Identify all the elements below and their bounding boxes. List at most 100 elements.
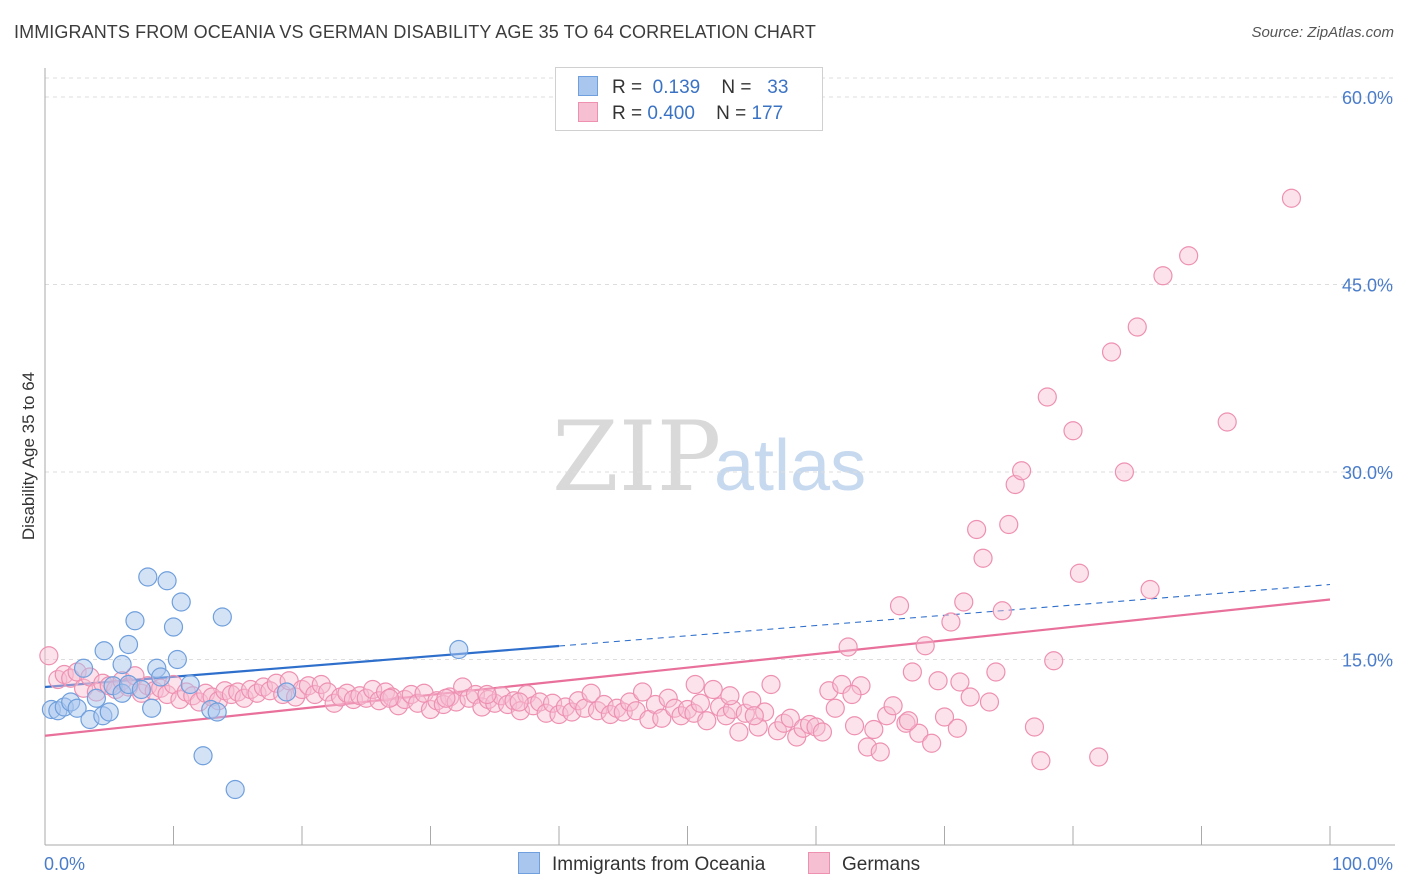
data-point-oceania [94,641,114,661]
data-point-oceania [449,639,469,660]
data-point-germans [934,707,955,727]
data-point-germans [883,696,903,716]
legend-r-label: R = [612,103,643,124]
bottom-legend-swatch-germans [808,852,830,874]
data-point-germans [562,702,582,722]
data-point-germans [1037,387,1057,407]
bottom-legend-label-germans: Germans [842,854,921,875]
data-point-germans [941,612,961,632]
trend-line-germans [44,598,1331,737]
data-point-germans [780,708,800,728]
data-point-oceania [157,571,177,591]
data-point-germans [1127,317,1147,337]
legend-r-value: 0.139 [652,77,701,98]
data-point-oceania [118,634,139,655]
data-point-germans [1031,751,1051,771]
data-point-germans [999,514,1019,535]
legend-r-label: R = [612,77,643,98]
data-point-germans [842,684,862,705]
data-point-oceania [99,702,119,722]
data-point-germans [1089,747,1109,767]
data-point-germans [685,674,705,695]
bottom-legend-swatch-oceania [518,852,540,874]
data-point-oceania [73,658,94,678]
legend: R = 0.139 N = 33 R = 0.400 N = 177 [555,67,823,131]
data-point-oceania [67,698,87,718]
x-tick-label: 0.0% [44,854,85,874]
data-point-germans [1179,246,1199,266]
data-point-germans [1011,461,1032,481]
data-point-germans [318,682,338,702]
data-point-germans [703,679,723,700]
data-point-germans [477,684,497,705]
data-point-oceania [193,746,213,766]
data-point-germans [979,692,1000,712]
data-point-germans [767,721,788,741]
watermark-atlas: atlas [714,426,866,506]
data-point-germans [729,722,749,742]
data-point-germans [967,519,987,540]
legend-n-label: N = [721,77,752,98]
data-point-oceania [225,779,245,800]
data-point-oceania [151,667,171,687]
data-point-germans [806,717,826,737]
data-point-germans [1069,563,1090,583]
data-point-germans [690,693,710,713]
data-point-germans [594,694,614,715]
data-point-germans [950,672,970,692]
data-point-germans [1044,651,1064,671]
data-point-oceania [180,674,200,695]
data-point-germans [744,706,764,726]
data-point-oceania [131,679,151,700]
source-label: Source: ZipAtlas.com [1251,24,1394,41]
data-point-germans [857,737,878,757]
data-point-germans [889,596,910,616]
data-point-germans [902,662,922,682]
data-point-germans [542,693,563,713]
data-point-germans [1153,266,1173,286]
data-point-oceania [212,607,232,627]
data-point-oceania [112,654,132,675]
data-point-germans [73,678,94,698]
data-point-oceania [86,688,107,708]
data-point-germans [954,592,974,612]
data-point-germans [922,733,942,753]
data-point-germans [395,689,415,710]
data-point-oceania [207,702,227,722]
data-point-germans [658,688,678,708]
data-point-germans [581,683,601,703]
legend-n-label: N = [716,103,747,124]
data-point-germans [896,713,916,733]
data-point-oceania [142,698,162,718]
data-point-germans [761,674,781,695]
legend-swatch-oceania [578,76,598,96]
tick-labels: 15.0% 30.0% 45.0% 60.0% 0.0% 100.0% [44,88,1393,874]
legend-row-germans: R = 0.400 N = 177 [578,102,783,126]
data-point-oceania [167,649,187,670]
data-point-germans [1114,462,1135,482]
data-point-germans [928,671,948,691]
data-point-germans [898,711,919,731]
data-point-germans [774,713,794,733]
data-point-germans [832,674,852,695]
data-point-oceania [138,567,158,587]
x-tick-label: 100.0% [1332,854,1393,874]
data-point-germans [652,708,672,728]
data-point-germans [838,637,858,657]
data-point-germans [509,692,529,712]
y-tick-label: 30.0% [1342,463,1393,483]
data-point-oceania [276,682,297,702]
data-point-germans [1063,421,1083,441]
data-point-germans [39,646,59,666]
data-points [39,188,1302,800]
data-point-germans [986,662,1006,682]
data-point-germans [870,742,890,762]
data-point-germans [947,718,967,738]
data-point-germans [973,548,993,568]
data-point-germans [1024,717,1045,737]
data-point-germans [1101,342,1122,362]
data-point-germans [992,601,1012,621]
y-tick-label: 60.0% [1342,88,1393,108]
data-point-oceania [125,611,145,631]
